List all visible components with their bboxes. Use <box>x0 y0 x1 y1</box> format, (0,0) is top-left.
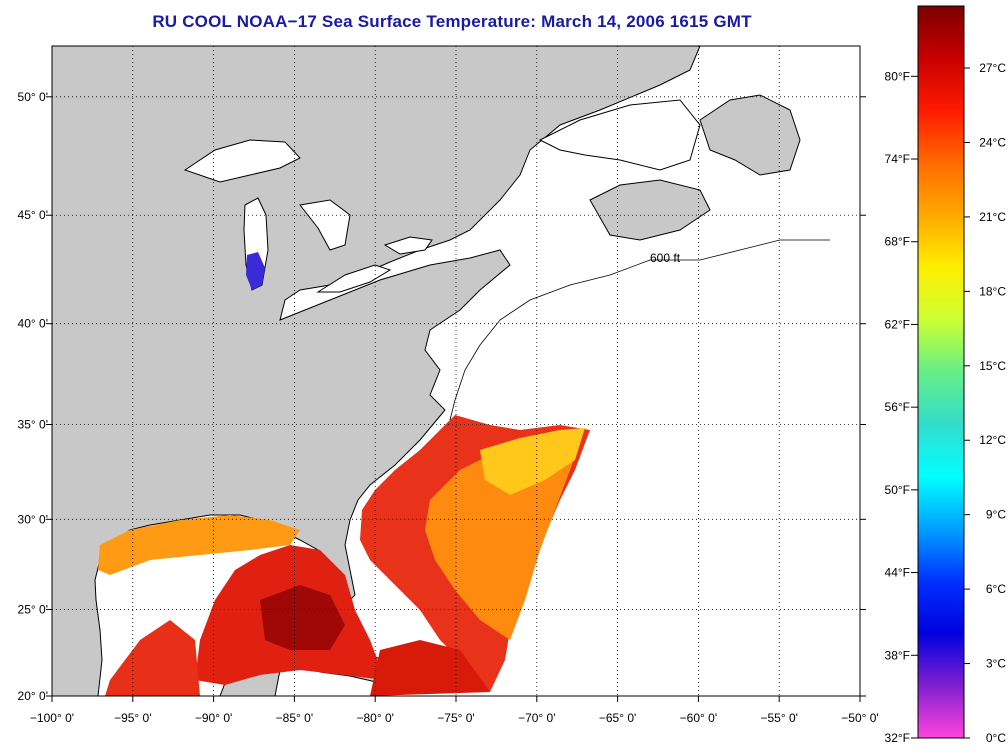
colorbar-fahrenheit-labels: 80°F 74°F 68°F 62°F 56°F 50°F 44°F 38°F 32°F <box>885 69 918 745</box>
colorbar <box>917 5 965 739</box>
colorbar-label-f: 32°F <box>885 731 910 745</box>
lake-ontario <box>383 236 433 255</box>
grid-lines <box>52 46 860 696</box>
lake-superior <box>183 139 301 183</box>
lon-tick-label: −90° 0' <box>195 711 232 725</box>
sst-west-gulf-red <box>105 620 200 696</box>
sst-lake-michigan-cold <box>246 252 265 290</box>
colorbar-label-c: 3°C <box>986 657 1006 671</box>
land-nova-scotia <box>589 179 711 241</box>
colorbar-label-f: 56°F <box>885 400 910 414</box>
lon-tick-label: −80° 0' <box>356 711 393 725</box>
colorbar-label-f: 80°F <box>885 69 910 83</box>
colorbar-label-c: 6°C <box>986 582 1006 596</box>
lon-tick-label: −100° 0' <box>30 711 74 725</box>
colorbar-label-c: 12°C <box>979 433 1006 447</box>
lat-tick-label: 30° 0' <box>18 512 48 526</box>
lon-tick-label: −55° 0' <box>760 711 797 725</box>
colorbar-label-c: 21°C <box>979 210 1006 224</box>
colorbar-label-f: 74°F <box>885 152 910 166</box>
colorbar-label-c: 18°C <box>979 284 1006 298</box>
gulf-st-lawrence <box>538 99 701 171</box>
lat-tick-label: 50° 0' <box>18 90 48 104</box>
colorbar-label-f: 62°F <box>885 317 910 331</box>
sst-gulf-coastal-orange <box>98 515 300 575</box>
map-title: RU COOL NOAA−17 Sea Surface Temperature:… <box>152 12 752 31</box>
longitude-axis-labels: −100° 0' −95° 0' −90° 0' −85° 0' −80° 0' −75°… <box>30 711 879 725</box>
lon-tick-label: −70° 0' <box>518 711 555 725</box>
lat-tick-label: 20° 0' <box>18 689 48 703</box>
lon-tick-label: −85° 0' <box>276 711 313 725</box>
latitude-axis-labels: 20° 0' 25° 0' 30° 0' 35° 0' 40° 0' 45° 0' 50° … <box>18 90 48 703</box>
lon-tick-label: −60° 0' <box>680 711 717 725</box>
lon-tick-label: −50° 0' <box>841 711 878 725</box>
colorbar-label-f: 44°F <box>885 566 910 580</box>
sst-gulf-dark-red <box>260 585 345 650</box>
sst-offshore-yellow <box>480 428 585 495</box>
sst-data-layer <box>98 252 590 696</box>
sst-caribbean-red <box>370 640 490 696</box>
colorbar-label-f: 38°F <box>885 648 910 662</box>
isobath-600ft-line <box>449 239 830 421</box>
lat-tick-label: 45° 0' <box>18 208 48 222</box>
isobath-label: 600 ft <box>650 251 681 265</box>
colorbar-label-c: 9°C <box>986 508 1006 522</box>
lon-tick-label: −95° 0' <box>114 711 151 725</box>
lon-tick-label: −65° 0' <box>599 711 636 725</box>
lat-tick-label: 40° 0' <box>18 317 48 331</box>
lake-erie <box>316 264 392 293</box>
lat-tick-label: 25° 0' <box>18 602 48 616</box>
axis-ticks <box>46 96 866 702</box>
colorbar-label-f: 50°F <box>885 483 910 497</box>
colorbar-label-c: 27°C <box>979 61 1006 75</box>
lake-huron <box>299 199 351 251</box>
lon-tick-label: −75° 0' <box>437 711 474 725</box>
colorbar-celsius-labels: 27°C 24°C 21°C 18°C 15°C 12°C 9°C 6°C 3°C 0°C <box>964 61 1006 745</box>
colorbar-label-c: 24°C <box>979 135 1006 149</box>
sst-offshore-orange <box>425 428 585 640</box>
land-newfoundland <box>699 94 801 176</box>
colorbar-label-f: 68°F <box>885 235 910 249</box>
colorbar-label-c: 15°C <box>979 359 1006 373</box>
land-north-america <box>52 46 701 696</box>
colorbar-label-c: 0°C <box>986 731 1006 745</box>
lat-tick-label: 35° 0' <box>18 418 48 432</box>
